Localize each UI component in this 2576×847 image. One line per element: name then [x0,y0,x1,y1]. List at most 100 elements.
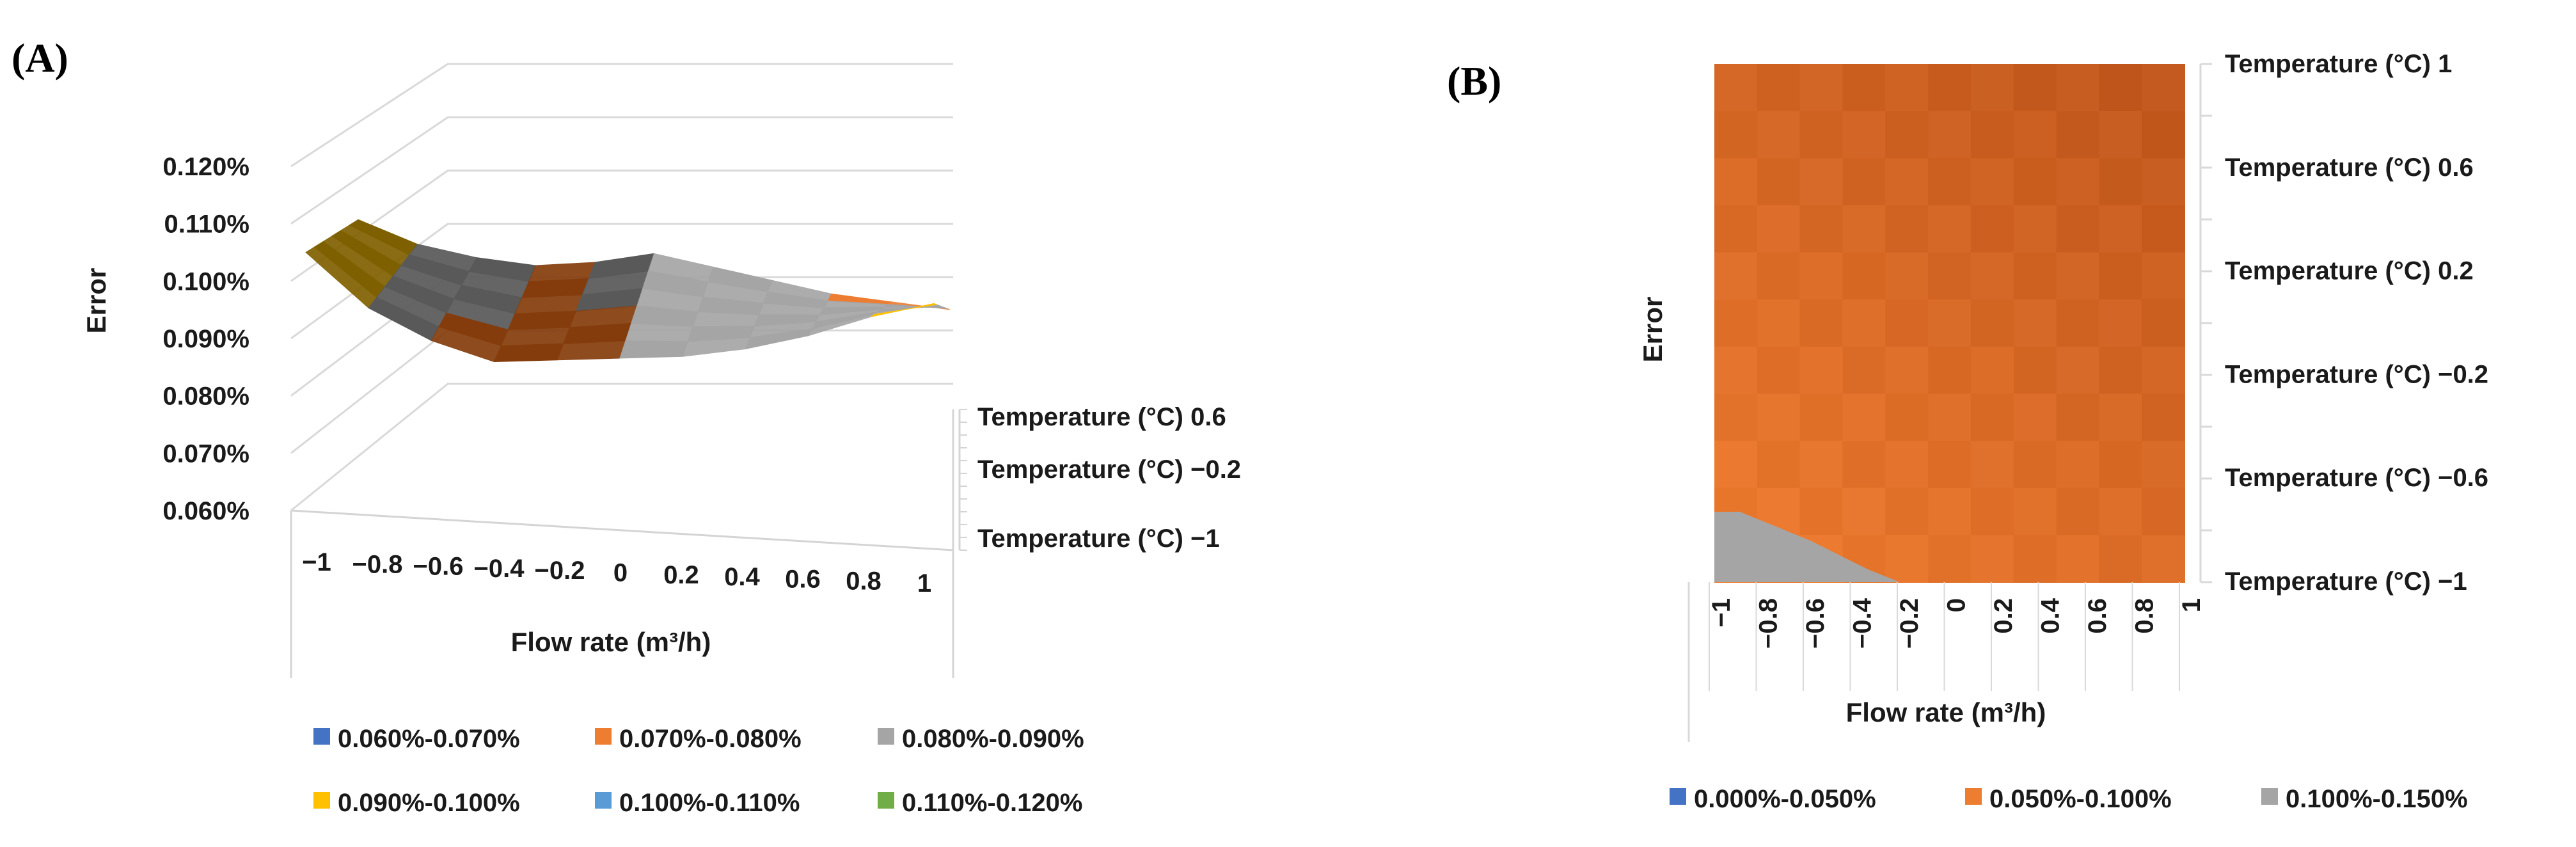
heatmap-cell [1714,393,1758,442]
x-tick-label: −1 [302,548,331,576]
heatmap-cell [1970,111,2014,159]
heatmap-cell [1970,205,2014,253]
z-gridline [290,223,953,340]
y-tick-label: Temperature (°C) −1 [2225,567,2467,596]
legend-swatch [2261,788,2278,805]
x-tick-label: 1 [2177,598,2206,612]
legend-swatch [313,792,330,809]
heatmap-cell [2013,487,2057,536]
heatmap-gray-region [1714,512,1900,582]
heatmap-cell [1928,346,1972,395]
heatmap-cell [2056,158,2100,206]
x-tick-label: 0 [613,559,628,587]
x-tick-label: −0.4 [1849,598,1877,649]
heatmap-cell [1970,252,2014,301]
heatmap-cell [1799,393,1844,442]
heatmap-cell [1842,441,1886,489]
heatmap-cell [1757,393,1801,442]
heatmap-cell [2142,252,2185,301]
x-tick-label: −0.2 [535,557,585,585]
heatmap-cell [1799,64,1844,112]
z-axis-title: Error [81,268,111,334]
z-gridline [290,116,953,225]
heatmap-cell [1757,299,1801,347]
x-tick-labels: −1 −0.8 −0.6 −0.4 −0.2 0 0.2 0.4 0.6 0.8 1 [302,548,931,598]
x-tick-labels: −1 −0.8 −0.6 −0.4 −0.2 0 0.2 0.4 0.6 0.8 1 [1707,582,2206,691]
panel-b-label: (B) [1447,58,1501,104]
surface-patch [871,303,938,317]
legend-swatch [595,728,612,745]
heatmap-cell [1928,111,1972,159]
heatmap-cell [2013,346,2057,395]
heatmap-cell [1799,346,1844,395]
legend-a: 0.060%-0.070% 0.070%-0.080% 0.080%-0.090% 0… [313,725,1084,817]
z-tick-label: 0.090% [162,325,249,353]
z-tick-label: 0.120% [162,153,249,181]
heatmap-cell [2099,299,2143,347]
heatmap-cell [1970,346,2014,395]
heatmap-cell [1885,299,1929,347]
heatmap-cell [1799,441,1844,489]
heatmap-cell [2142,487,2185,536]
error-surface [305,219,951,363]
heatmap-cell [1757,441,1801,489]
heatmap-cell [2013,111,2057,159]
heatmap-cell [1885,111,1929,159]
heatmap-cell [2013,158,2057,206]
heatmap-cell [1842,299,1886,347]
legend-swatch [595,792,612,809]
heatmap-cell [2056,64,2100,112]
panel-a: (A) 0.060% 0.070% 0.080% 0.090% 0.100% 0.110%… [12,35,1241,817]
heatmap-cell [2099,158,2143,206]
heatmap-cell [1714,252,1758,301]
legend-label: 0.100%-0.110% [619,789,800,817]
heatmap-cell [1757,346,1801,395]
heatmap-cell [1714,441,1758,489]
heatmap-cell [2013,441,2057,489]
heatmap-cell [2142,441,2185,489]
heatmap-cell [1842,346,1886,395]
z-gridline [290,383,953,512]
heatmap-cell [2013,535,2057,583]
heatmap-cell [2013,252,2057,301]
legend-label: 0.080%-0.090% [902,725,1084,753]
z-tick-labels: 0.060% 0.070% 0.080% 0.090% 0.100% 0.110% 0.12… [162,153,249,525]
heatmap-cell [2142,111,2185,159]
heatmap-cell [1885,393,1929,442]
heatmap-cell [2099,441,2143,489]
heatmap-cell [1928,299,1972,347]
heatmap-cell [1757,111,1801,159]
heatmap-cell [1714,158,1758,206]
surface-patch [619,340,688,359]
heatmap-cell [2013,205,2057,253]
depth-label: Temperature (°C) 0.6 [977,403,1226,431]
heatmap-cell [2099,393,2143,442]
heatmap-cell [2056,205,2100,253]
legend-label: 0.000%-0.050% [1694,785,1876,813]
z-gridline [290,63,953,168]
heatmap-cell [1970,535,2014,583]
heatmap-cell [2142,64,2185,112]
y-tick-label: Temperature (°C) 0.2 [2225,257,2474,285]
x-tick-label: 0.6 [2083,598,2112,634]
heatmap-cell [1757,205,1801,253]
z-tick-label: 0.080% [162,383,249,411]
x-tick-label: 0.6 [785,565,821,593]
heatmap-cell [1970,64,2014,112]
heatmap-cell [1885,441,1929,489]
heatmap-cell [2142,205,2185,253]
heatmap-cell [1970,441,2014,489]
heatmap-cell [1928,535,1972,583]
panel-a-grid [290,409,954,678]
heatmap-cell [2142,346,2185,395]
heatmap-cell [2056,346,2100,395]
heatmap-cell [1757,64,1801,112]
heatmap-cell [1970,299,2014,347]
x-tick-label: −0.2 [1895,598,1924,649]
legend-swatch [1965,788,1982,805]
legend-swatch [313,728,330,745]
x-tick-label: 0.2 [663,561,699,589]
legend-label: 0.060%-0.070% [338,725,520,753]
heatmap-cell [2099,205,2143,253]
